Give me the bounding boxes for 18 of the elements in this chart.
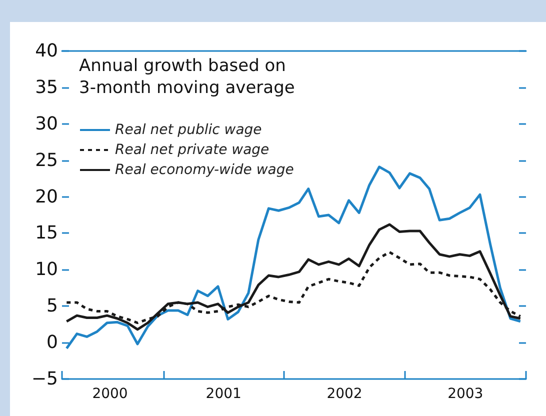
y-tick-label: 35: [35, 76, 58, 98]
legend-label: Real net public wage: [115, 122, 262, 138]
y-tick-label: 30: [35, 113, 58, 134]
y-tick-label: 25: [35, 150, 58, 171]
text: Annual growth based on 3-month moving average: [79, 56, 295, 98]
y-tick-label: 0: [46, 332, 58, 354]
legend-label: Real net private wage: [115, 142, 270, 158]
y-tick-label: 40: [35, 40, 58, 62]
y-tick-label: 5: [46, 296, 58, 317]
y-tick-label: 15: [35, 222, 58, 244]
y-tick-label: 20: [35, 186, 58, 208]
x-tick-label: 2001: [206, 386, 242, 402]
x-tick-label: 2000: [92, 386, 128, 402]
y-tick-label: −5: [31, 368, 58, 390]
y-tick-label: 10: [35, 259, 58, 280]
x-tick-label: 2002: [326, 386, 362, 402]
legend-label: Real economy-wide wage: [115, 162, 294, 178]
x-tick-label: 2003: [448, 386, 484, 402]
